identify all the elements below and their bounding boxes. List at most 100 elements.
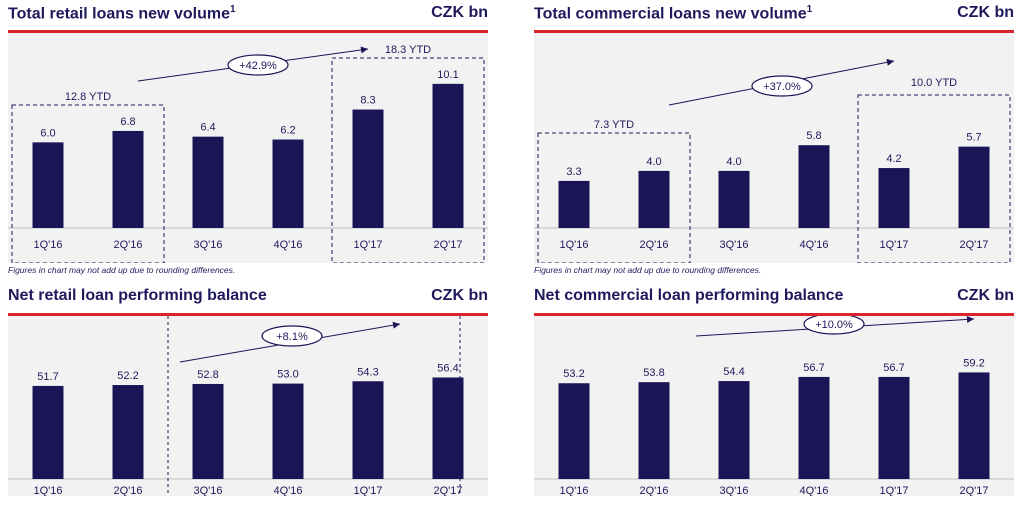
bar-value-label: 10.1: [437, 69, 458, 81]
unit-label: CZK bn: [957, 4, 1014, 21]
category-label: 2Q'17: [433, 239, 462, 251]
commercial-balance-chart: +10.0% 53.2 1Q'16 53.8 2Q'16 54.4 3Q'16 56.7 4Q'…: [534, 313, 1014, 497]
category-label: 4Q'16: [273, 485, 302, 496]
footnote: Figures in chart may not add up due to r…: [8, 265, 236, 275]
growth-badge: [751, 75, 813, 97]
retail-new-volume-chart: 12.8 YTD 18.3 YTD +42.9% 6.0 1Q'16 6.8 2Q'16 6.…: [8, 44, 488, 264]
title-underline: [534, 313, 1014, 316]
category-label: 1Q'16: [559, 239, 588, 251]
footnote: Figures in chart may not add up due to r…: [534, 265, 762, 275]
bar-value-label: 3.3: [566, 166, 581, 178]
chart-title: Net commercial loan performing balance: [534, 287, 844, 304]
bar: [432, 83, 464, 228]
bar: [558, 180, 590, 228]
category-label: 3Q'16: [719, 239, 748, 251]
bar-value-label: 53.8: [643, 367, 664, 379]
bar-value-label: 6.8: [120, 116, 135, 128]
bar-value-label: 5.7: [966, 132, 981, 144]
growth-label: +37.0%: [763, 81, 801, 93]
bar-value-label: 51.7: [37, 371, 58, 383]
growth-label: +8.1%: [276, 331, 308, 343]
title-underline: [534, 30, 1014, 33]
bar: [718, 381, 750, 479]
growth-label: +10.0%: [815, 319, 853, 331]
bar-value-label: 4.2: [886, 153, 901, 165]
category-label: 4Q'16: [799, 485, 828, 496]
bar: [272, 383, 304, 479]
bar: [32, 142, 64, 228]
unit-label: CZK bn: [957, 287, 1014, 304]
bar-value-label: 56.4: [437, 362, 458, 374]
bar: [878, 376, 910, 479]
category-label: 2Q'17: [959, 239, 988, 251]
ytd-group-box: [331, 57, 485, 264]
bar: [112, 130, 144, 228]
category-label: 1Q'16: [33, 239, 62, 251]
category-label: 1Q'16: [33, 485, 62, 496]
bar: [958, 146, 990, 228]
bar: [638, 382, 670, 479]
bar-value-label: 52.8: [197, 369, 218, 381]
growth-arrow-head: [360, 46, 368, 54]
retail-balance-chart: +8.1% 51.7 1Q'16 52.2 2Q'16 52.8 3Q'16 53.0 4Q'1…: [8, 316, 488, 499]
bar-value-label: 4.0: [726, 156, 741, 168]
bar: [272, 139, 304, 228]
category-label: 1Q'16: [559, 485, 588, 496]
growth-badge: [227, 54, 289, 76]
category-label: 2Q'17: [433, 485, 462, 496]
chart-title: Net retail loan performing balance: [8, 287, 267, 304]
bar: [432, 377, 464, 479]
category-label: 2Q'17: [959, 485, 988, 496]
bar-value-label: 54.3: [357, 366, 378, 378]
title-underline: [8, 313, 488, 316]
chart-title: Total retail loans new volume1: [8, 4, 236, 23]
bar: [112, 385, 144, 479]
category-label: 1Q'17: [353, 485, 382, 496]
ytd-label: 18.3 YTD: [385, 44, 431, 56]
category-label: 3Q'16: [719, 485, 748, 496]
category-label: 2Q'16: [113, 485, 142, 496]
chart-area: +8.1% 51.7 1Q'16 52.2 2Q'16 52.8 3Q'16 53.0 4Q'1…: [8, 316, 488, 499]
bar-value-label: 56.7: [883, 362, 904, 374]
unit-label: CZK bn: [431, 4, 488, 21]
bar: [352, 109, 384, 228]
bar: [558, 383, 590, 479]
bar: [32, 385, 64, 479]
chart-area: +10.0% 53.2 1Q'16 53.8 2Q'16 54.4 3Q'16 56.7 4Q'…: [534, 313, 1014, 497]
category-label: 4Q'16: [799, 239, 828, 251]
category-label: 3Q'16: [193, 239, 222, 251]
bar-value-label: 53.0: [277, 369, 298, 381]
commercial-new-volume-chart: 7.3 YTD 10.0 YTD +37.0% 3.3 1Q'16 4.0 2Q'16 4.0…: [534, 58, 1014, 264]
category-label: 2Q'16: [639, 239, 668, 251]
bar: [352, 381, 384, 479]
chart-title: Total commercial loans new volume1: [534, 4, 813, 23]
category-label: 4Q'16: [273, 239, 302, 251]
growth-arrow-head: [966, 315, 974, 323]
category-label: 1Q'17: [879, 485, 908, 496]
ytd-label: 10.0 YTD: [911, 77, 957, 89]
bar-value-label: 53.2: [563, 368, 584, 380]
growth-label: +42.9%: [239, 60, 277, 72]
bar-value-label: 4.0: [646, 156, 661, 168]
bar: [192, 383, 224, 479]
bar: [878, 168, 910, 228]
bar-value-label: 6.0: [40, 127, 55, 139]
bar-value-label: 54.4: [723, 366, 744, 378]
ytd-label: 7.3 YTD: [594, 119, 634, 131]
bar-value-label: 5.8: [806, 130, 821, 142]
bar: [638, 170, 670, 228]
unit-label: CZK bn: [431, 287, 488, 304]
category-label: 2Q'16: [639, 485, 668, 496]
bar-value-label: 59.2: [963, 357, 984, 369]
bar-value-label: 8.3: [360, 95, 375, 107]
bar: [718, 170, 750, 228]
bar: [958, 372, 990, 479]
category-label: 2Q'16: [113, 239, 142, 251]
bar-value-label: 6.2: [280, 125, 295, 137]
bar-value-label: 6.4: [200, 122, 215, 134]
category-label: 1Q'17: [879, 239, 908, 251]
bar-value-label: 56.7: [803, 362, 824, 374]
growth-arrow-head: [886, 58, 894, 66]
ytd-label: 12.8 YTD: [65, 91, 111, 103]
bar: [192, 136, 224, 228]
